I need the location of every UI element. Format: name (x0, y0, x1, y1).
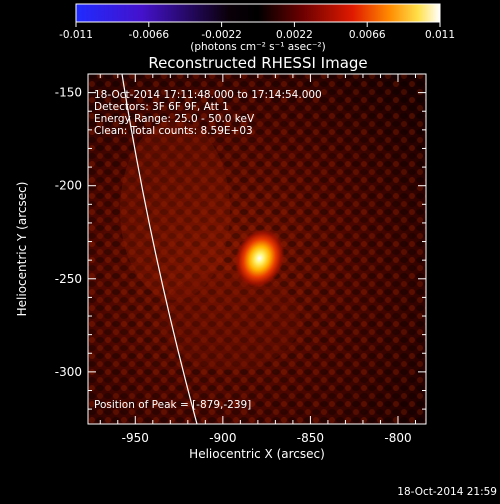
x-tick-label: -800 (384, 431, 411, 445)
colorbar-tick-label: -0.0022 (201, 29, 242, 41)
y-tick-label: -300 (55, 365, 82, 379)
x-tick-label: -850 (297, 431, 324, 445)
colorbar-ticks: -0.011 -0.0066 -0.0022 0.0022 0.0066 0.011 (59, 22, 455, 41)
observation-info: 18-Oct-2014 17:11:48.000 to 17:14:54.000… (94, 89, 322, 137)
solar-limb-line (121, 74, 198, 424)
info-energy-range: Energy Range: 25.0 - 50.0 keV (94, 113, 255, 125)
info-clean-counts: Clean: Total counts: 8.59E+03 (94, 125, 253, 137)
peak-position-text: Position of Peak = [-879,-239] (94, 399, 251, 411)
info-time-range: 18-Oct-2014 17:11:48.000 to 17:14:54.000 (94, 89, 322, 101)
x-axis: -950 -900 -850 -800 (99, 74, 416, 445)
colorbar-gradient (75, 3, 441, 23)
image-area (88, 74, 426, 424)
plot-title: Reconstructed RHESSI Image (148, 54, 367, 72)
colorbar-tick-label: -0.011 (59, 29, 93, 41)
image-diffuse-emission (160, 270, 300, 370)
plot-frame (87, 73, 427, 425)
y-axis-label: Heliocentric Y (arcsec) (15, 182, 29, 317)
y-axis: -150 -200 -250 -300 (55, 73, 426, 410)
x-tick-label: -950 (122, 431, 149, 445)
y-tick-label: -250 (55, 272, 82, 286)
colorbar: -0.011 -0.0066 -0.0022 0.0022 0.0066 0.011 (p… (59, 3, 455, 53)
colorbar-tick-label: 0.011 (425, 29, 455, 41)
x-tick-label: -900 (209, 431, 236, 445)
x-axis-label: Heliocentric X (arcsec) (189, 447, 325, 461)
colorbar-tick-label: 0.0022 (276, 29, 313, 41)
image-diffuse-emission (120, 120, 230, 300)
colorbar-unit-label: (photons cm⁻² s⁻¹ asec⁻²) (190, 41, 325, 53)
y-tick-label: -150 (55, 86, 82, 100)
footer-timestamp: 18-Oct-2014 21:59 (397, 486, 497, 498)
colorbar-tick-label: -0.0066 (129, 29, 170, 41)
peak-source (234, 228, 285, 288)
info-detectors: Detectors: 3F 6F 9F, Att 1 (94, 101, 229, 113)
y-tick-label: -200 (55, 179, 82, 193)
colorbar-tick-label: 0.0066 (349, 29, 386, 41)
